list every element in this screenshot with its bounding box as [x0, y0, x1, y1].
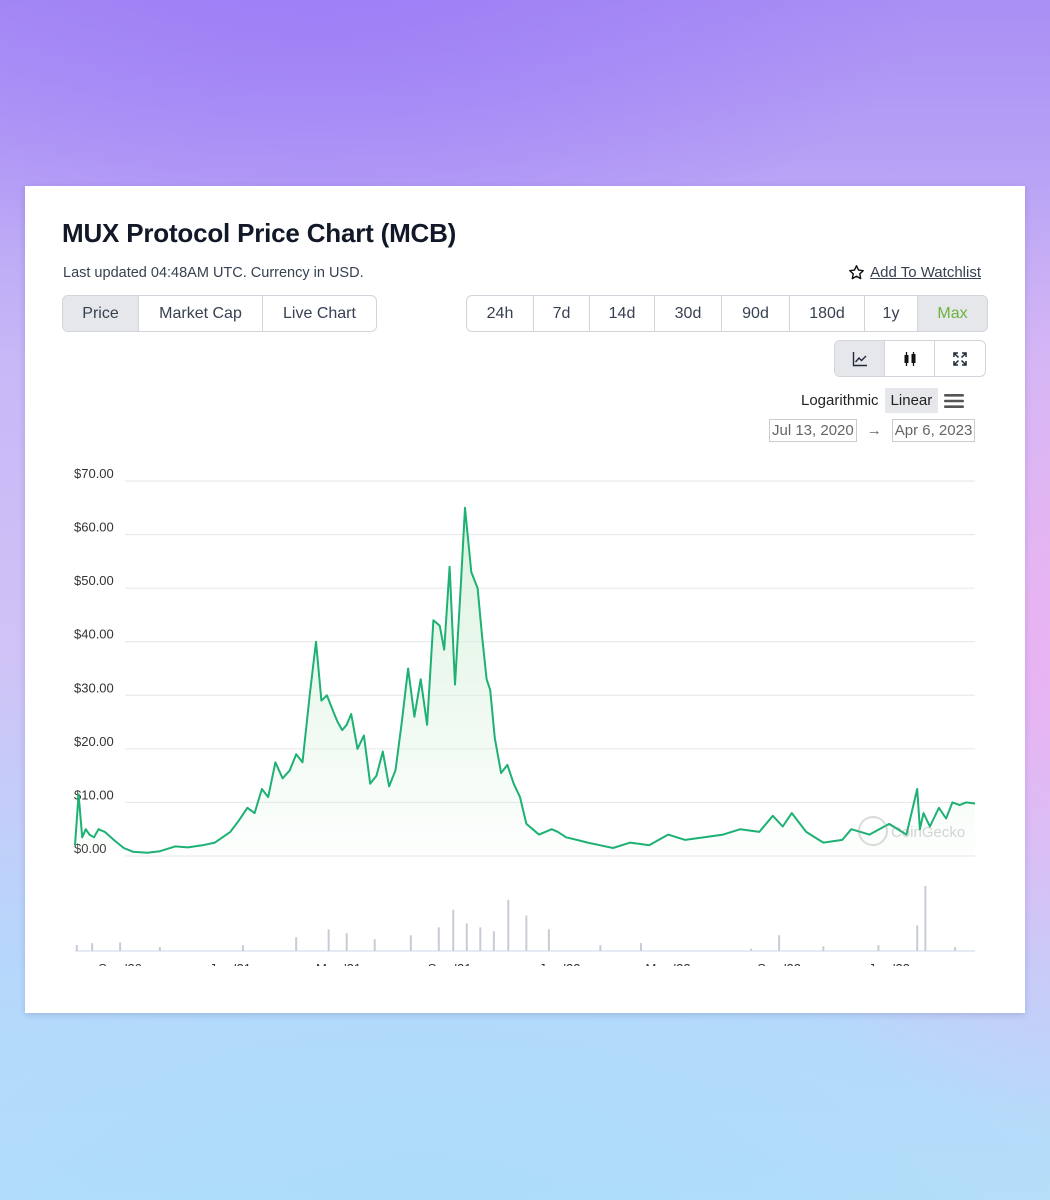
time-range-tabs: 24h 7d 14d 30d 90d 180d 1y Max: [466, 295, 988, 332]
y-tick-label: $40.00: [74, 627, 114, 642]
y-tick-label: $20.00: [74, 734, 114, 749]
volume-bar: [327, 929, 330, 951]
arrow-right-icon: →: [866, 422, 882, 439]
range-180d[interactable]: 180d: [790, 296, 865, 331]
range-7d[interactable]: 7d: [534, 296, 590, 331]
last-updated-text: Last updated 04:48AM UTC. Currency in US…: [63, 265, 364, 281]
chart-tools: [834, 340, 986, 377]
range-1y[interactable]: 1y: [865, 296, 918, 331]
tab-price[interactable]: Price: [63, 296, 139, 331]
volume-bar: [492, 931, 495, 951]
page-title: MUX Protocol Price Chart (MCB): [62, 218, 457, 248]
y-tick-label: $50.00: [74, 573, 114, 588]
tab-market-cap[interactable]: Market Cap: [139, 296, 263, 331]
x-tick-label: Jan '21: [210, 961, 252, 966]
x-tick-label: Sep '21: [428, 961, 472, 966]
coingecko-watermark: CoinGecko: [858, 816, 965, 846]
volume-bar: [547, 929, 550, 951]
range-max[interactable]: Max: [918, 296, 987, 331]
scale-linear[interactable]: Linear: [884, 388, 939, 413]
volume-bar: [75, 945, 78, 951]
star-icon: [849, 265, 865, 280]
x-tick-label: Sep '22: [757, 961, 801, 966]
x-tick-label: Jan '23: [868, 961, 910, 966]
fullscreen-icon: [953, 351, 967, 366]
volume-bar: [877, 945, 880, 951]
volume-bar: [241, 945, 244, 951]
range-24h[interactable]: 24h: [467, 296, 534, 331]
date-to-input[interactable]: Apr 6, 2023: [891, 419, 976, 442]
y-tick-label: $70.00: [74, 466, 114, 481]
line-chart-icon: [852, 351, 867, 366]
tab-live-chart[interactable]: Live Chart: [283, 304, 356, 322]
volume-bar: [119, 942, 122, 951]
scale-logarithmic[interactable]: Logarithmic: [801, 392, 879, 409]
x-tick-label: May '21: [316, 961, 361, 966]
y-tick-label: $30.00: [74, 680, 114, 695]
volume-bar: [295, 937, 298, 951]
x-tick-label: Sep '20: [98, 961, 142, 966]
y-tick-label: $60.00: [74, 520, 114, 535]
watchlist-label: Add To Watchlist: [870, 264, 981, 281]
chart-type-tabs: Price Market Cap Live Chart: [62, 295, 377, 332]
range-14d[interactable]: 14d: [590, 296, 655, 331]
volume-bar: [345, 933, 348, 951]
x-tick-label: Jan '22: [539, 961, 581, 966]
range-30d[interactable]: 30d: [655, 296, 722, 331]
volume-bar: [525, 915, 528, 951]
menu-icon[interactable]: [944, 393, 965, 409]
range-90d[interactable]: 90d: [722, 296, 790, 331]
line-chart-button[interactable]: [835, 341, 885, 376]
price-line: [74, 506, 976, 854]
candlestick-button[interactable]: [885, 341, 935, 376]
x-tick-label: May '22: [646, 961, 691, 966]
volume-bar: [924, 886, 927, 951]
volume-bar: [778, 935, 781, 951]
volume-bar: [437, 927, 440, 951]
candlestick-icon: [904, 351, 915, 366]
volume-bar: [158, 947, 161, 951]
date-range: Jul 13, 2020 → Apr 6, 2023: [769, 419, 976, 442]
volume-bar: [465, 923, 468, 951]
volume-bar: [639, 943, 642, 951]
volume-bar: [452, 909, 455, 951]
price-chart-card: MUX Protocol Price Chart (MCB) Last upda…: [25, 186, 1025, 1013]
volume-bar: [822, 946, 825, 951]
svg-text:CoinGecko: CoinGecko: [891, 824, 965, 841]
scale-toggle: Logarithmic Linear: [795, 388, 965, 413]
add-to-watchlist-link[interactable]: Add To Watchlist: [848, 264, 981, 281]
volume-bar: [91, 943, 94, 951]
volume-bar: [373, 939, 376, 951]
volume-bar: [479, 927, 482, 951]
price-area: [75, 507, 975, 856]
date-from-input[interactable]: Jul 13, 2020: [769, 419, 857, 442]
volume-bar: [954, 947, 957, 951]
price-chart: $70.00 $60.00 $50.00 $40.00 $30.00 $20.00 $10.…: [74, 466, 976, 966]
volume-bar: [750, 948, 753, 951]
volume-bar: [507, 899, 510, 951]
volume-bar: [599, 945, 602, 951]
y-tick-label: $10.00: [74, 787, 114, 802]
volume-bar: [916, 925, 919, 951]
volume-bar: [409, 935, 412, 951]
fullscreen-button[interactable]: [935, 341, 985, 376]
